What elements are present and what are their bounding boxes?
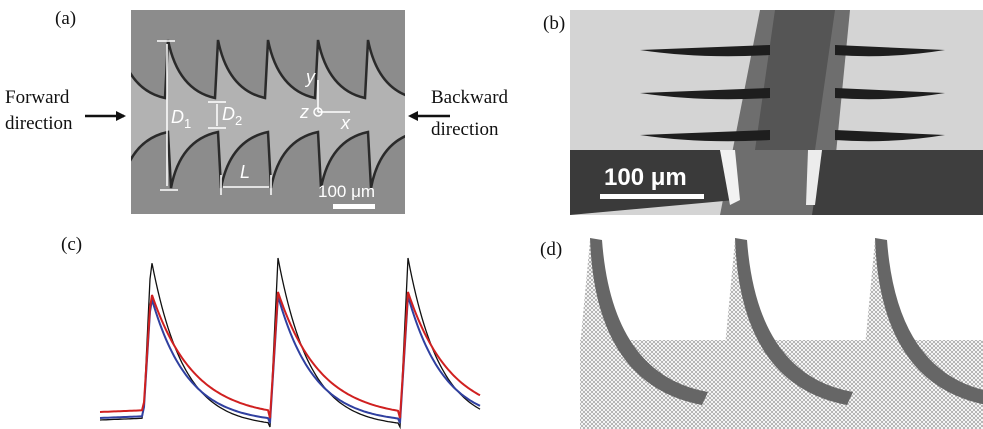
forward-label: direction (5, 113, 73, 134)
curve (99, 295, 481, 424)
arrowhead (408, 111, 418, 121)
axis-label: z (299, 102, 309, 122)
panel-label: (a) (55, 8, 76, 29)
profile-curves (99, 257, 481, 429)
panel-label: (b) (543, 13, 565, 34)
d2-label: D2 (222, 104, 242, 128)
length-label: L (240, 162, 250, 182)
arrowhead (116, 111, 126, 121)
panel-label: (c) (61, 234, 82, 255)
slit (835, 45, 945, 57)
scale-bar-label: 100 μm (318, 182, 375, 201)
fin-edge (735, 238, 853, 405)
symbol: D (222, 104, 235, 124)
curve (99, 291, 481, 419)
curve (99, 257, 481, 429)
slit (835, 88, 945, 100)
fin (855, 240, 983, 429)
slit (640, 130, 770, 142)
subscript: 1 (184, 116, 191, 131)
slit (640, 88, 770, 100)
backward-label: Backward (431, 87, 509, 108)
micrograph-a (131, 10, 405, 214)
scale-bar-label: 100 μm (604, 164, 687, 191)
subscript: 2 (235, 113, 242, 128)
panel-label: (d) (540, 239, 562, 260)
symbol: D (171, 107, 184, 127)
micrograph-b (570, 10, 983, 215)
axis-label: y (304, 67, 316, 87)
channel (131, 39, 405, 189)
backward-label: direction (431, 119, 499, 140)
fin (580, 240, 700, 429)
mesh-rendering (580, 238, 983, 429)
slit (640, 45, 770, 57)
axis-label: x (340, 113, 351, 133)
fin (715, 240, 845, 429)
fin-edge (590, 238, 708, 405)
forward-label: Forward (5, 87, 70, 108)
slit (835, 130, 945, 142)
dimension-lines (157, 40, 375, 209)
d1-label: D1 (171, 107, 191, 131)
fin-edge (875, 238, 983, 405)
